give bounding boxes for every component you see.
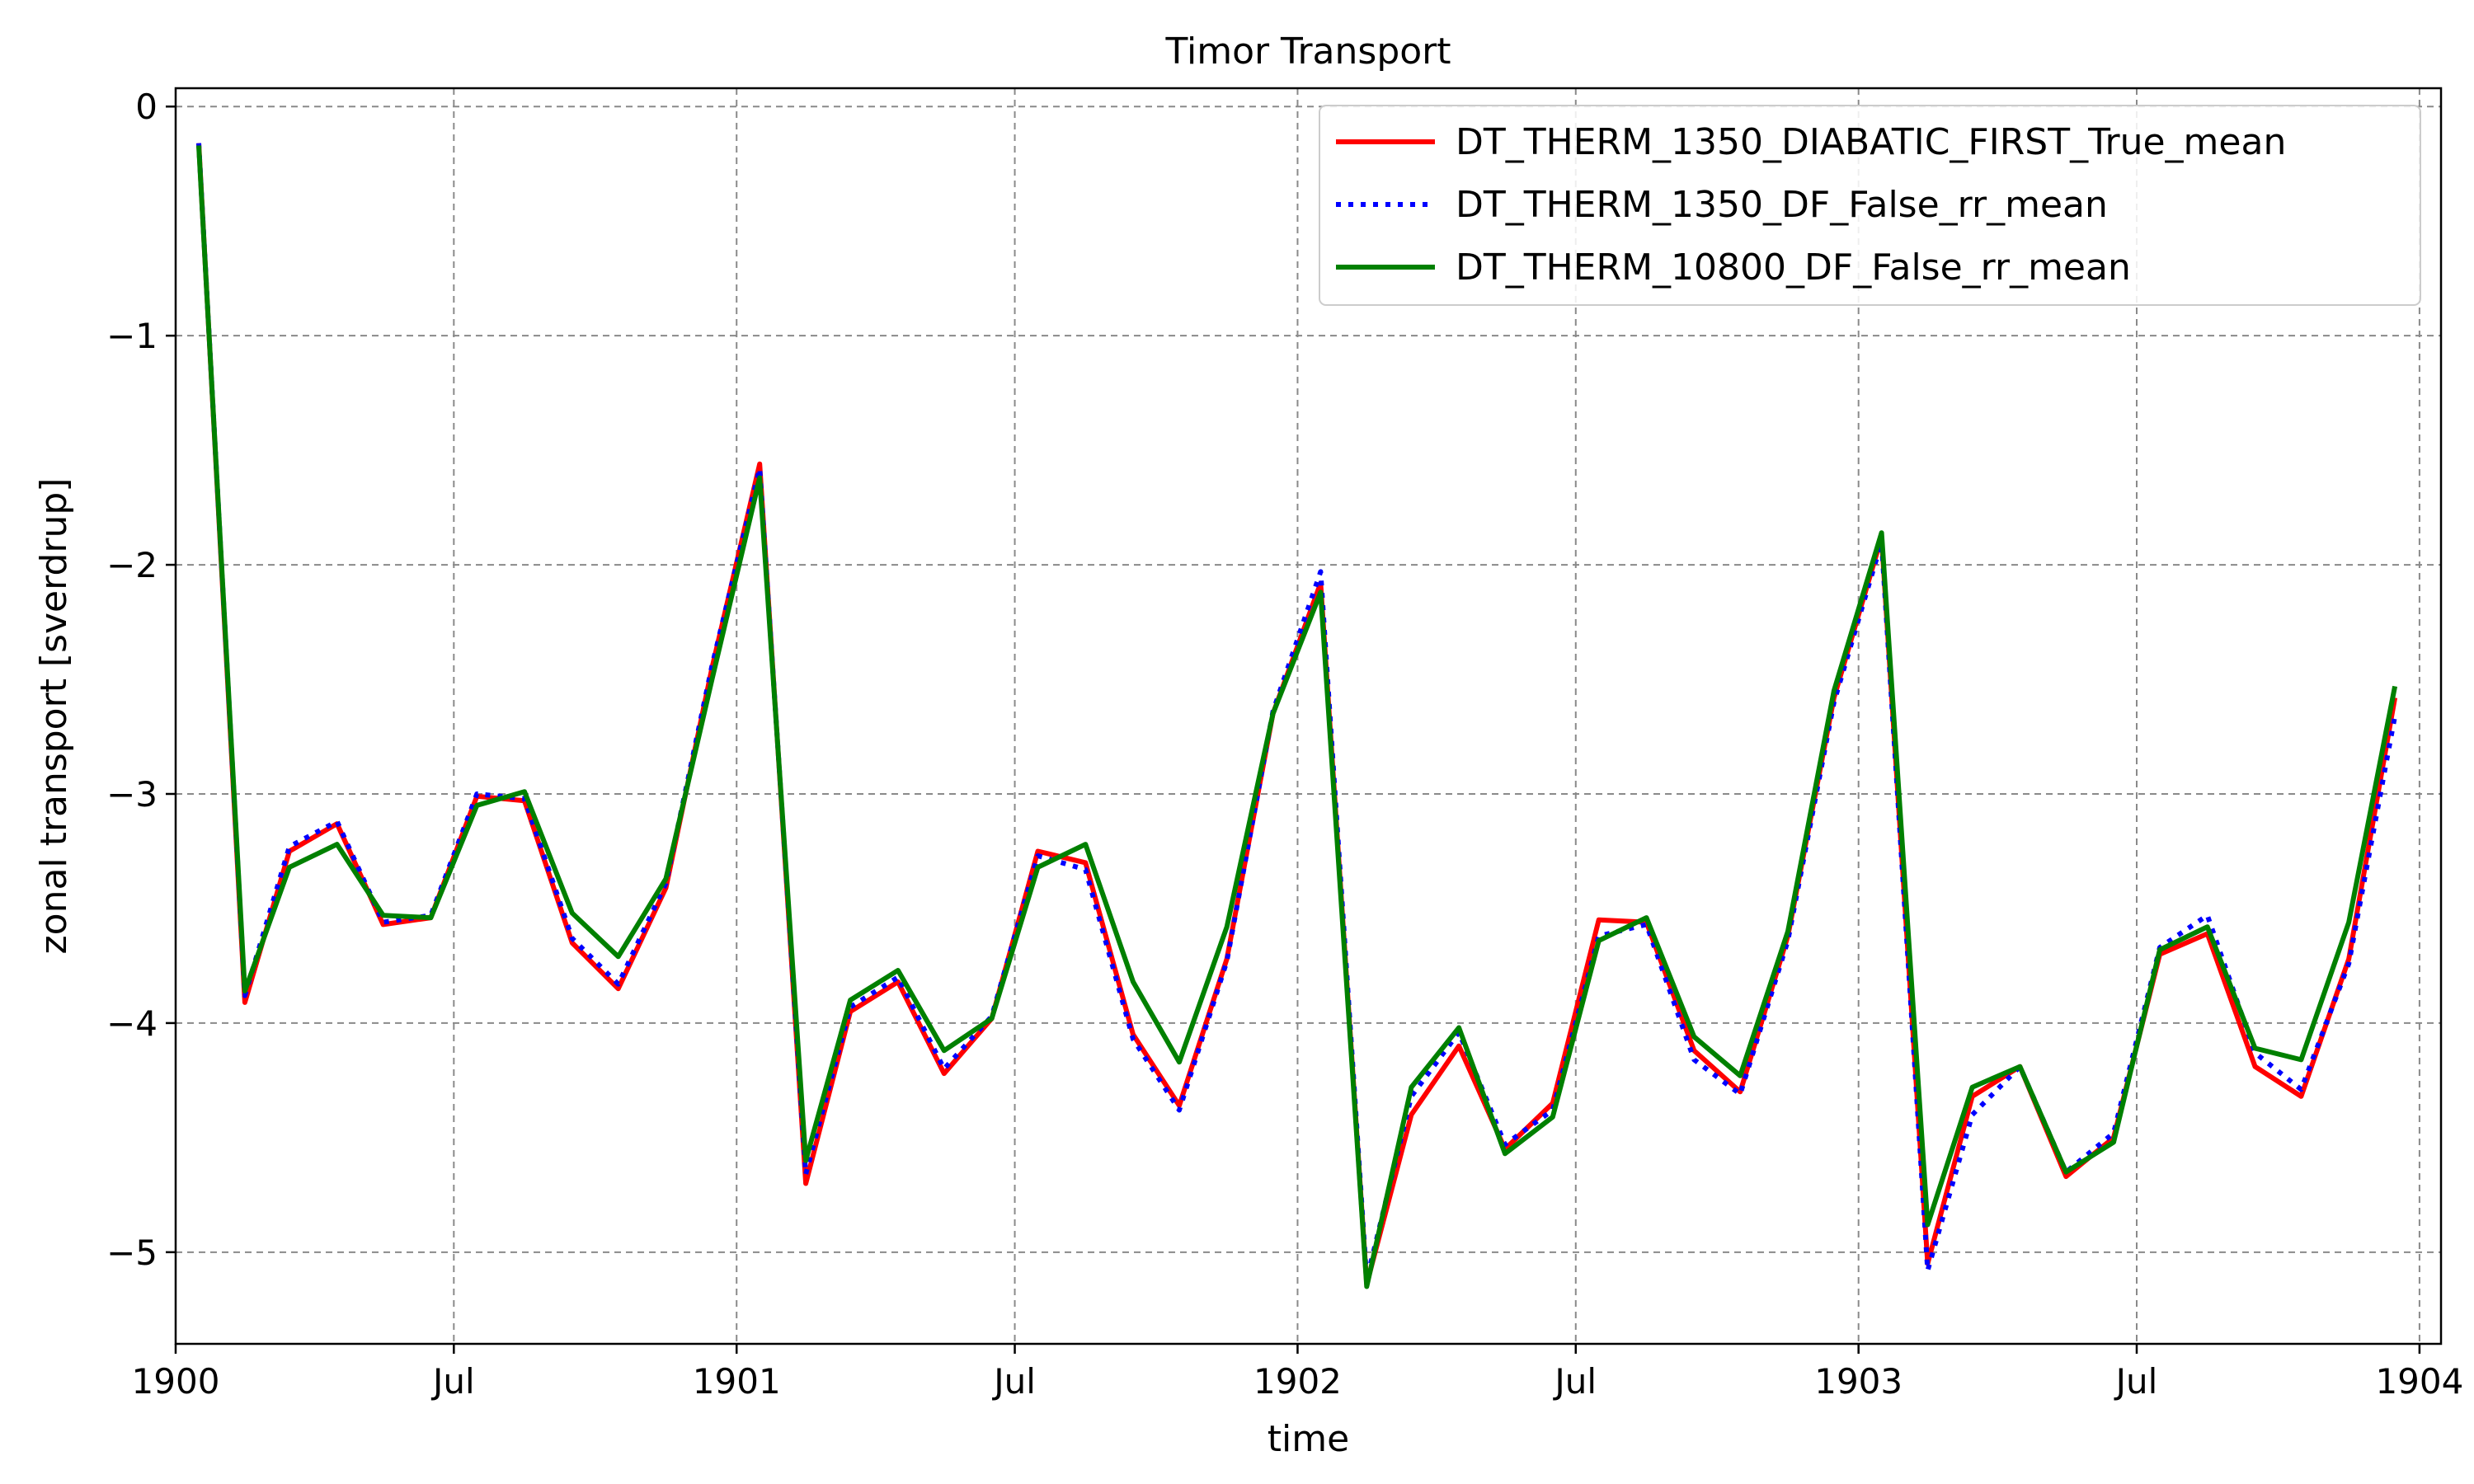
x-tick-label: 1900 <box>132 1361 220 1402</box>
y-tick-label: −2 <box>106 545 158 585</box>
legend-box <box>1319 105 2421 306</box>
chart-title: Timor Transport <box>1164 31 1451 73</box>
x-tick-label: Jul <box>430 1361 475 1402</box>
y-tick-label: −1 <box>106 316 158 356</box>
legend-label: DT_THERM_1350_DF_False_rr_mean <box>1456 184 2108 226</box>
series-layer <box>196 143 2398 1289</box>
y-tick-label: −5 <box>106 1233 158 1273</box>
x-tick-label: 1904 <box>2375 1361 2463 1402</box>
x-axis: 1900 Jul 1901 Jul 1902 Jul 1903 Jul 1904 <box>132 1344 2463 1402</box>
x-tick-label: 1903 <box>1814 1361 1903 1402</box>
grid-lines <box>175 88 2441 1344</box>
y-tick-label: −4 <box>106 1003 158 1044</box>
x-tick-label: Jul <box>1552 1361 1597 1402</box>
x-tick-label: 1901 <box>693 1361 781 1402</box>
legend-label: DT_THERM_1350_DIABATIC_FIRST_True_mean <box>1456 121 2286 163</box>
y-axis: 0 −1 −2 −3 −4 −5 <box>106 87 176 1273</box>
x-tick-label: Jul <box>2114 1361 2158 1402</box>
y-axis-title: zonal transport [sverdrup] <box>33 478 75 955</box>
x-tick-label: 1902 <box>1253 1361 1342 1402</box>
y-tick-label: −3 <box>106 774 158 815</box>
x-axis-title: time <box>1268 1418 1349 1460</box>
plot-frame <box>174 87 2443 1345</box>
legend-label: DT_THERM_10800_DF_False_rr_mean <box>1456 247 2131 289</box>
series-line <box>196 145 2398 1289</box>
legend: DT_THERM_1350_DIABATIC_FIRST_True_mean DT… <box>1319 105 2421 306</box>
y-tick-label: 0 <box>135 87 158 127</box>
x-tick-label: Jul <box>991 1361 1036 1402</box>
